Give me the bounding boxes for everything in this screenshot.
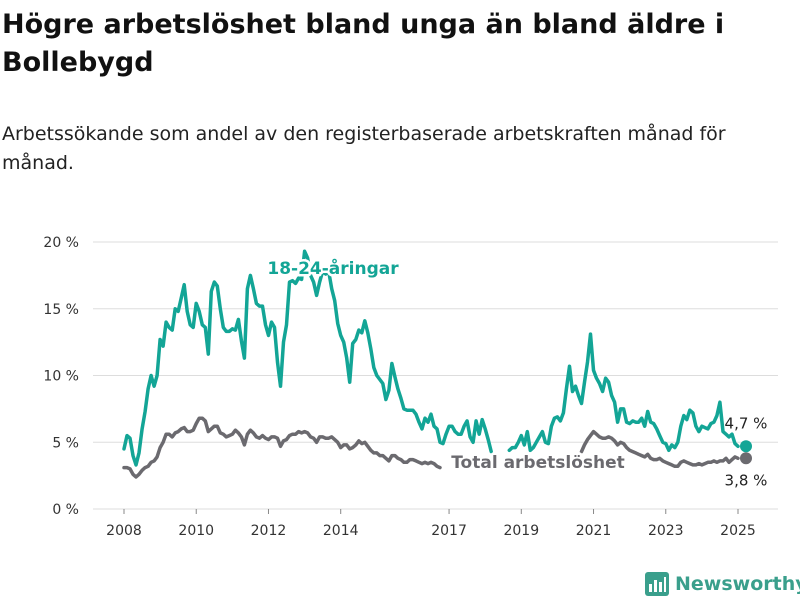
y-axis: 0 % 5 % 10 % 15 % 20 % bbox=[43, 235, 79, 518]
x-tick-label: 2010 bbox=[178, 523, 214, 539]
y-tick-label: 20 % bbox=[43, 235, 79, 251]
gridlines bbox=[93, 241, 778, 510]
total-line-2 bbox=[579, 429, 740, 469]
youth-series-label-halo: 18-24-åringar bbox=[267, 257, 399, 279]
x-tick-label: 2021 bbox=[576, 523, 612, 539]
x-tick-label: 2025 bbox=[720, 523, 756, 539]
chart-subtitle: Arbetssökande som andel av den registerb… bbox=[2, 123, 726, 174]
series-youth bbox=[122, 249, 752, 467]
y-tick-label: 15 % bbox=[43, 302, 79, 318]
x-tick-label: 2023 bbox=[648, 523, 684, 539]
x-tick-label: 2008 bbox=[106, 523, 142, 539]
total-end-dot bbox=[740, 452, 752, 465]
youth-end-dot bbox=[740, 440, 752, 453]
x-axis: 2008 2010 2012 2014 2017 2019 2021 2023 2025 bbox=[106, 509, 756, 539]
x-tick-label: 2012 bbox=[251, 523, 287, 539]
total-end-value: 3,8 % bbox=[725, 471, 768, 489]
y-tick-label: 0 % bbox=[52, 502, 79, 518]
youth-end-value: 4,7 % bbox=[725, 414, 768, 432]
x-tick-label: 2017 bbox=[431, 523, 467, 539]
total-line-1 bbox=[122, 416, 442, 479]
youth-line-1 bbox=[122, 249, 493, 467]
chart-title: Högre arbetslöshet bland unga än bland ä… bbox=[2, 9, 725, 78]
total-series-label: Total arbetslöshet bbox=[451, 453, 625, 473]
y-tick-label: 10 % bbox=[43, 369, 79, 385]
brand-name: Newsworthy bbox=[675, 573, 800, 595]
series-total bbox=[122, 416, 752, 479]
x-tick-label: 2019 bbox=[503, 523, 539, 539]
logo-chart-icon bbox=[645, 572, 669, 596]
total-series-label-halo: Total arbetslöshet bbox=[451, 453, 625, 473]
youth-series-label: 18-24-åringar bbox=[267, 257, 399, 279]
newsworthy-logo[interactable]: Newsworthy bbox=[645, 570, 800, 598]
x-tick-label: 2014 bbox=[323, 523, 359, 539]
y-tick-label: 5 % bbox=[52, 435, 79, 451]
youth-line-2 bbox=[507, 332, 740, 453]
